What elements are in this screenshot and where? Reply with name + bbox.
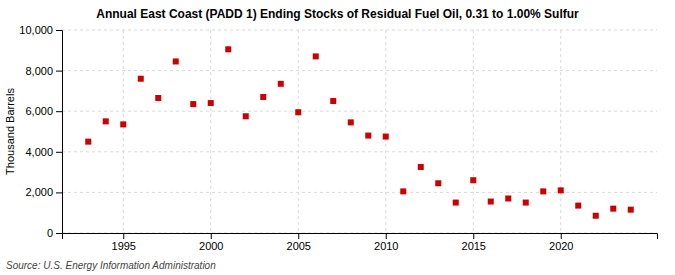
y-tick: 8,000 xyxy=(25,65,62,77)
point xyxy=(120,121,126,127)
point xyxy=(243,113,249,119)
x-grid-line xyxy=(123,30,124,233)
x-grid-line xyxy=(298,30,299,233)
y-grid-line xyxy=(62,151,657,152)
point xyxy=(453,200,459,206)
y-tick-mark xyxy=(56,30,62,31)
point xyxy=(558,187,564,193)
plot: 1995 2000 2005 2010 2015 2020 0 2,000 4,000 6,000… xyxy=(19,24,657,252)
y-tick: 2,000 xyxy=(25,186,62,198)
x-tick: 2000 xyxy=(199,233,223,252)
y-tick: 0 xyxy=(47,227,62,239)
x-tick-label: 2010 xyxy=(374,240,398,252)
point xyxy=(593,213,599,219)
point xyxy=(523,200,529,206)
y-tick-mark xyxy=(56,152,62,153)
x-tick-mark xyxy=(123,233,124,239)
y-tick-label: 8,000 xyxy=(25,65,53,77)
point xyxy=(155,95,161,101)
point xyxy=(295,109,301,115)
x-tick-label: 2005 xyxy=(287,240,311,252)
point xyxy=(138,76,144,82)
x-tick: 2015 xyxy=(462,233,486,252)
y-axis: 0 2,000 4,000 6,000 8,000 10,000 xyxy=(19,24,62,239)
x-tick: 1995 xyxy=(112,233,136,252)
point xyxy=(278,81,284,87)
x-tick-mark xyxy=(561,233,562,239)
y-tick-mark xyxy=(56,233,62,234)
marks xyxy=(85,46,634,218)
y-tick-label: 0 xyxy=(47,227,53,239)
point xyxy=(470,177,476,183)
x-tick-mark xyxy=(473,233,474,239)
y-grid-line xyxy=(62,111,657,112)
x-grid-line xyxy=(210,30,211,233)
grid xyxy=(62,30,657,233)
y-grid-line xyxy=(62,30,657,31)
point xyxy=(418,164,424,170)
y-tick-mark xyxy=(56,192,62,193)
y-tick: 4,000 xyxy=(25,146,62,158)
point xyxy=(85,139,91,145)
y-tick-label: 6,000 xyxy=(25,105,53,117)
point xyxy=(575,203,581,209)
point xyxy=(628,207,634,213)
point xyxy=(610,206,616,212)
point xyxy=(365,133,371,139)
y-tick: 10,000 xyxy=(19,24,62,36)
y-tick-label: 2,000 xyxy=(25,186,53,198)
y-tick-label: 4,000 xyxy=(25,146,53,158)
y-grid-line xyxy=(62,70,657,71)
y-tick: 6,000 xyxy=(25,105,62,117)
x-tick-mark xyxy=(211,233,212,239)
x-tick-label: 2020 xyxy=(549,240,573,252)
point xyxy=(173,58,179,64)
x-axis: 1995 2000 2005 2010 2015 2020 xyxy=(63,233,658,252)
x-tick: 2020 xyxy=(549,233,573,252)
point xyxy=(103,118,109,124)
x-grid-line xyxy=(473,30,474,233)
point xyxy=(348,119,354,125)
point xyxy=(313,53,319,59)
x-tick-label: 1995 xyxy=(112,240,136,252)
y-axis-title: Thousand Barrels xyxy=(4,88,16,175)
point xyxy=(190,101,196,107)
y-grid-line xyxy=(62,192,657,193)
x-tick-label: 2015 xyxy=(462,240,486,252)
title: Annual East Coast (PADD 1) Ending Stocks… xyxy=(96,7,579,21)
point xyxy=(330,98,336,104)
x-axis-line xyxy=(63,234,658,240)
point xyxy=(208,100,214,106)
x-tick-label: 2000 xyxy=(199,240,223,252)
x-grid-line xyxy=(385,30,386,233)
point xyxy=(435,180,441,186)
x-tick-mark xyxy=(298,233,299,239)
source-note: Source: U.S. Energy Information Administ… xyxy=(6,260,216,271)
point xyxy=(540,188,546,194)
chart: 1995 2000 2005 2010 2015 2020 0 2,000 4,000 6,000… xyxy=(0,0,675,275)
point xyxy=(488,199,494,205)
point xyxy=(225,46,231,52)
y-axis-line xyxy=(56,31,63,234)
y-tick-label: 10,000 xyxy=(19,24,53,36)
x-tick: 2005 xyxy=(287,233,311,252)
x-grid-line xyxy=(560,30,561,233)
x-tick: 2010 xyxy=(374,233,398,252)
y-tick-mark xyxy=(56,111,62,112)
y-tick-mark xyxy=(56,71,62,72)
x-tick-mark xyxy=(386,233,387,239)
point xyxy=(383,134,389,140)
point xyxy=(400,188,406,194)
point xyxy=(260,94,266,100)
point xyxy=(505,195,511,201)
